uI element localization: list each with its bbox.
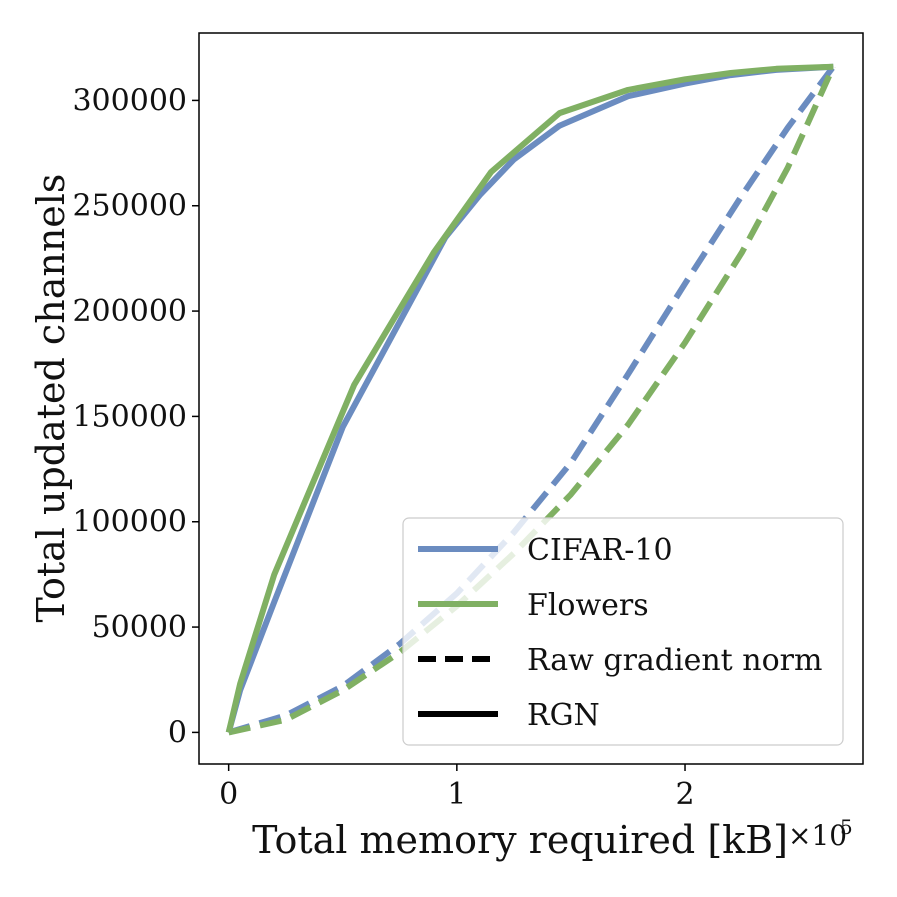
x-tick-label: 1 xyxy=(447,777,466,812)
x-tick-label: 2 xyxy=(675,777,694,812)
plot-frame xyxy=(198,32,864,765)
y-axis-label: Total updated channels xyxy=(29,174,73,623)
y-tick-label: 200000 xyxy=(72,294,187,329)
series-layer xyxy=(225,63,837,736)
legend: CIFAR-10 Flowers Raw gradient norm RGN xyxy=(402,517,844,746)
y-tick-label: 100000 xyxy=(72,505,187,540)
y-tick-label: 250000 xyxy=(72,189,187,224)
y-tick-label: 0 xyxy=(168,715,187,750)
series-line-cifar-10-raw-gradient-norm xyxy=(227,64,836,736)
series-line-flowers-rgn xyxy=(225,63,834,734)
y-tick-label: 50000 xyxy=(92,610,187,645)
y-tick-label: 300000 xyxy=(72,83,187,118)
legend-label: Flowers xyxy=(527,588,649,623)
legend-box xyxy=(402,517,844,746)
legend-label: RGN xyxy=(527,698,600,733)
legend-label: CIFAR-10 xyxy=(527,533,673,568)
x-axis-multiplier-exponent: 5 xyxy=(840,815,853,839)
series-line-flowers-raw-gradient-norm xyxy=(228,65,837,736)
ticks-layer: 0 50000 100000 150000 200000 250000 300000 0 1 2 xyxy=(72,83,694,812)
y-tick-label: 150000 xyxy=(72,399,187,434)
legend-label: Raw gradient norm xyxy=(527,643,822,678)
x-axis-label: Total memory required [kB] xyxy=(252,818,788,862)
x-tick-label: 0 xyxy=(219,777,238,812)
x-axis-multiplier: ×10 xyxy=(788,819,847,852)
